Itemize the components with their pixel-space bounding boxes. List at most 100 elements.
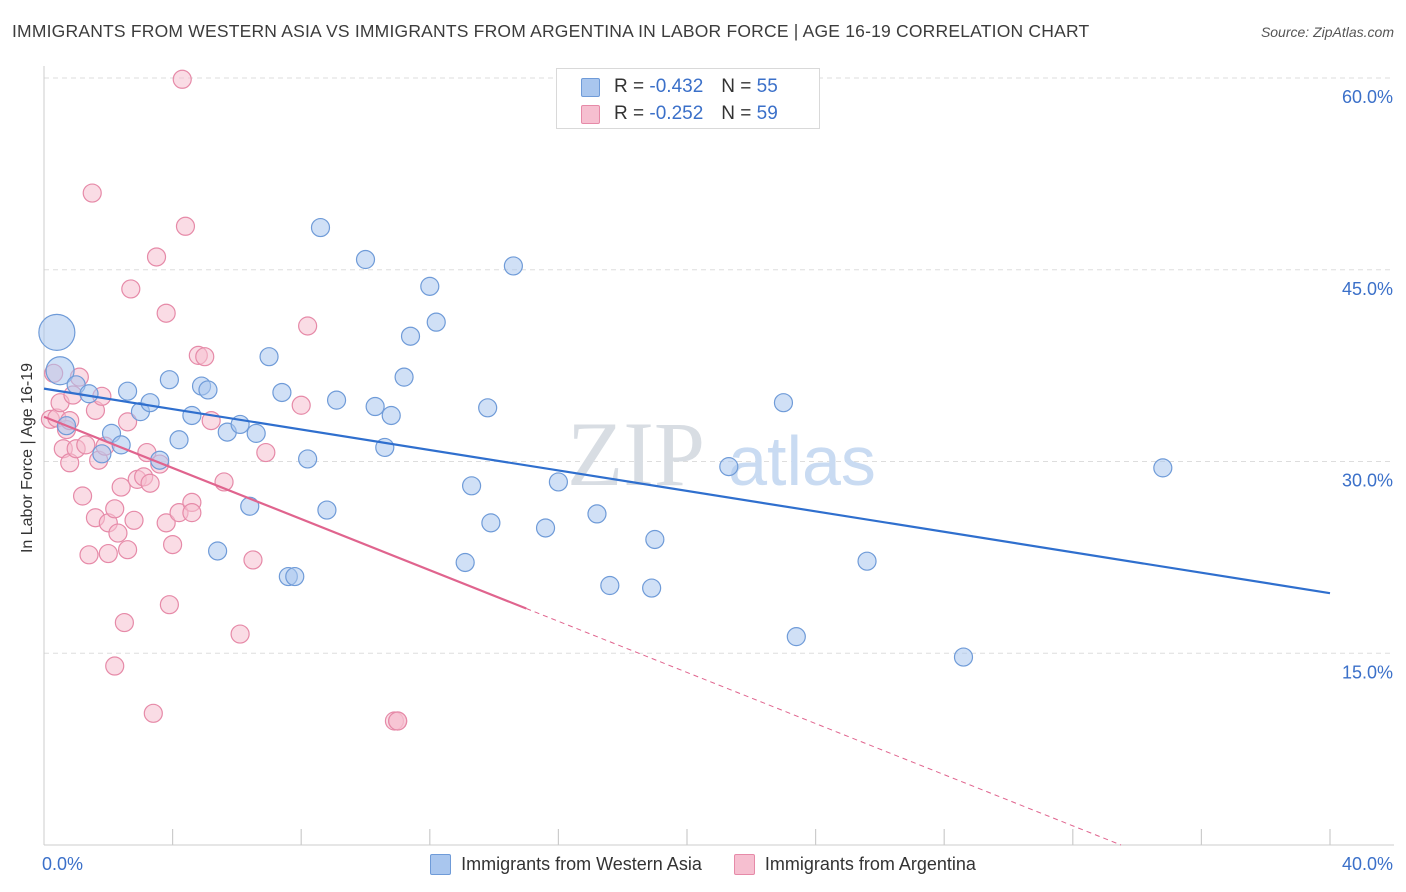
tick-labels: 15.0% 30.0% 45.0% 60.0% 0.0% 40.0% xyxy=(42,87,1393,874)
point-western-asia xyxy=(365,396,385,417)
point-western-asia xyxy=(400,326,421,346)
legend-item-argentina[interactable]: Immigrants from Argentina xyxy=(733,853,976,875)
point-western-asia xyxy=(394,367,414,387)
chart-title: IMMIGRANTS FROM WESTERN ASIA VS IMMIGRAN… xyxy=(12,21,1090,41)
point-argentina xyxy=(159,595,179,615)
point-argentina xyxy=(291,395,311,415)
point-western-asia xyxy=(310,217,331,238)
point-argentina xyxy=(140,473,160,493)
point-argentina xyxy=(146,247,167,267)
stats-legend: R = -0.432 N = 55 R = -0.252 N = 59 xyxy=(556,68,820,129)
point-argentina xyxy=(175,216,196,236)
point-western-asia xyxy=(169,430,189,450)
point-argentina xyxy=(79,545,99,565)
point-argentina xyxy=(156,303,176,323)
x-tick-label: 40.0% xyxy=(1342,854,1393,874)
point-western-asia xyxy=(719,457,739,477)
n-label: N = xyxy=(721,103,752,124)
r-value-argentina: -0.252 xyxy=(649,103,704,124)
trend-lines xyxy=(43,387,1331,846)
point-western-asia xyxy=(535,518,556,538)
axes xyxy=(43,66,1394,846)
point-western-asia xyxy=(426,312,446,332)
point-western-asia xyxy=(326,390,347,410)
point-argentina xyxy=(163,534,183,555)
point-western-asia xyxy=(461,476,482,496)
point-argentina xyxy=(72,486,93,506)
watermark-zip: ZIP xyxy=(567,403,705,505)
point-argentina xyxy=(82,183,102,203)
n-value-argentina: 59 xyxy=(756,103,778,124)
point-argentina xyxy=(105,499,125,519)
point-western-asia xyxy=(208,541,228,561)
point-western-asia xyxy=(45,356,75,386)
point-argentina xyxy=(182,503,202,523)
r-label: R = xyxy=(614,76,645,97)
watermark-atlas: atlas xyxy=(728,422,876,500)
point-western-asia xyxy=(317,500,337,520)
point-western-asia xyxy=(92,444,112,464)
point-argentina xyxy=(256,442,276,463)
trend-line-argentina xyxy=(43,415,527,610)
point-western-asia xyxy=(455,552,475,573)
point-argentina xyxy=(108,523,128,543)
y-tick-label: 45.0% xyxy=(1342,279,1393,299)
point-argentina xyxy=(124,510,144,530)
pink-swatch xyxy=(581,104,600,124)
trend-line-western-asia xyxy=(43,387,1331,595)
point-western-asia xyxy=(198,380,218,400)
point-western-asia xyxy=(773,393,794,413)
point-western-asia xyxy=(587,504,607,524)
point-western-asia xyxy=(600,575,620,596)
point-argentina xyxy=(98,543,118,564)
point-argentina xyxy=(243,550,263,570)
point-western-asia xyxy=(140,393,160,413)
point-western-asia xyxy=(645,529,665,550)
point-western-asia xyxy=(182,405,202,426)
point-western-asia xyxy=(953,647,974,667)
stats-row-western-asia: R = -0.432 N = 55 xyxy=(581,76,778,98)
point-western-asia xyxy=(38,313,76,351)
source-label: Source: ZipAtlas.com xyxy=(1260,24,1394,40)
legend-label-western-asia: Immigrants from Western Asia xyxy=(461,853,702,874)
point-argentina xyxy=(121,279,141,299)
point-western-asia xyxy=(159,370,179,390)
point-western-asia xyxy=(285,566,305,587)
blue-swatch xyxy=(581,77,600,97)
point-argentina xyxy=(156,513,176,533)
stats-row-argentina: R = -0.252 N = 59 xyxy=(581,103,778,125)
point-argentina xyxy=(114,612,134,633)
legend-item-western-asia[interactable]: Immigrants from Western Asia xyxy=(430,853,702,875)
point-argentina xyxy=(111,477,131,497)
n-value-western-asia: 55 xyxy=(756,76,778,97)
y-tick-label: 30.0% xyxy=(1342,471,1393,491)
point-argentina xyxy=(143,703,163,723)
point-western-asia xyxy=(381,405,401,426)
legend-label-argentina: Immigrants from Argentina xyxy=(764,853,976,874)
point-argentina xyxy=(117,540,138,560)
point-argentina xyxy=(117,412,138,432)
point-argentina xyxy=(230,624,250,644)
point-argentina xyxy=(76,435,96,455)
point-western-asia xyxy=(481,513,501,533)
y-tick-label: 15.0% xyxy=(1342,662,1393,682)
point-argentina xyxy=(172,69,192,89)
point-western-asia xyxy=(272,382,292,403)
watermark: ZIP atlas xyxy=(567,403,876,505)
pink-swatch xyxy=(733,853,755,875)
point-western-asia xyxy=(117,381,138,401)
r-label: R = xyxy=(614,103,645,124)
point-western-asia xyxy=(1153,458,1173,478)
point-argentina xyxy=(388,711,408,731)
point-western-asia xyxy=(503,256,523,276)
blue-swatch xyxy=(430,853,452,875)
point-western-asia xyxy=(355,249,376,270)
series-legend: Immigrants from Western Asia Immigrants … xyxy=(0,851,1406,877)
point-western-asia xyxy=(298,449,318,469)
point-western-asia xyxy=(420,276,440,296)
x-tick-label: 0.0% xyxy=(42,854,83,874)
point-argentina xyxy=(195,347,215,367)
r-value-western-asia: -0.432 xyxy=(649,76,704,97)
point-western-asia xyxy=(240,496,260,516)
